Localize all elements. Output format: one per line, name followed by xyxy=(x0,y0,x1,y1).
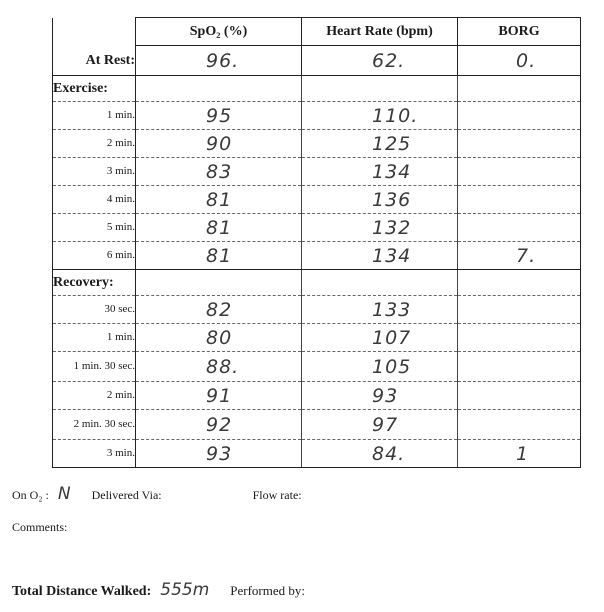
recovery-section-borg xyxy=(457,269,581,296)
exercise-row: 4 min. 81 136 xyxy=(52,185,581,214)
exercise-spo2-value: 83 xyxy=(135,157,302,186)
delivered-via-label: Delivered Via: xyxy=(91,488,162,502)
recovery-spo2-value: 88. xyxy=(135,351,302,382)
exercise-spo2-value: 90 xyxy=(135,129,302,158)
exercise-section-row: Exercise: xyxy=(52,75,581,102)
exercise-borg-value xyxy=(457,101,581,130)
recovery-borg-value xyxy=(457,295,581,324)
at-rest-heart-rate: 62. xyxy=(301,45,458,76)
exercise-row: 1 min. 95 110. xyxy=(52,101,581,130)
exercise-section-label: Exercise: xyxy=(52,75,136,102)
recovery-section-heart-rate xyxy=(301,269,458,296)
exercise-heart-rate-value: 125 xyxy=(301,129,458,158)
at-rest-label: At Rest: xyxy=(52,45,136,76)
recovery-time-label: 1 min. xyxy=(52,323,136,352)
recovery-borg-value xyxy=(457,323,581,352)
recovery-borg-value: 1 xyxy=(457,439,581,468)
total-distance-value: 555m xyxy=(160,580,210,600)
exercise-row: 3 min. 83 134 xyxy=(52,157,581,186)
at-rest-row: At Rest: 96. 62. 0. xyxy=(52,45,581,76)
exercise-borg-value: 7. xyxy=(457,241,581,270)
recovery-time-label: 30 sec. xyxy=(52,295,136,324)
exercise-spo2-value: 95 xyxy=(135,101,302,130)
recovery-section-row: Recovery: xyxy=(52,269,581,296)
recovery-section-label: Recovery: xyxy=(52,269,136,296)
exercise-heart-rate-value: 110. xyxy=(301,101,458,130)
recovery-row: 1 min. 30 sec. 88. 105 xyxy=(52,351,581,382)
exercise-row: 6 min. 81 134 7. xyxy=(52,241,581,270)
exercise-borg-value xyxy=(457,213,581,242)
total-distance-label: Total Distance Walked: xyxy=(12,584,152,599)
on-o2-label: On O₂ : xyxy=(12,488,49,502)
on-o2-value: N xyxy=(57,484,71,504)
comments-label: Comments: xyxy=(12,520,68,534)
exercise-row: 5 min. 81 132 xyxy=(52,213,581,242)
recovery-spo2-value: 93 xyxy=(135,439,302,468)
recovery-spo2-value: 80 xyxy=(135,323,302,352)
recovery-spo2-value: 91 xyxy=(135,381,302,410)
recovery-spo2-value: 92 xyxy=(135,409,302,440)
exercise-time-label: 6 min. xyxy=(52,241,136,270)
recovery-time-label: 2 min. 30 sec. xyxy=(52,409,136,440)
recovery-section-spo2 xyxy=(135,269,302,296)
recovery-heart-rate-value: 84. xyxy=(301,439,458,468)
header-row: SpO₂ (%) Heart Rate (bpm) BORG xyxy=(52,17,581,46)
recovery-row: 30 sec. 82 133 xyxy=(52,295,581,324)
flow-rate-label: Flow rate: xyxy=(252,488,302,502)
exercise-heart-rate-value: 134 xyxy=(301,241,458,270)
exercise-time-label: 4 min. xyxy=(52,185,136,214)
recovery-time-label: 3 min. xyxy=(52,439,136,468)
exercise-section-spo2 xyxy=(135,75,302,102)
exercise-borg-value xyxy=(457,157,581,186)
recovery-heart-rate-value: 93 xyxy=(301,381,458,410)
oxygen-line: On O₂ : N Delivered Via: Flow rate: xyxy=(12,484,302,504)
recovery-row: 3 min. 93 84. 1 xyxy=(52,439,581,468)
recovery-spo2-value: 82 xyxy=(135,295,302,324)
recovery-row: 2 min. 30 sec. 92 97 xyxy=(52,409,581,440)
exercise-spo2-value: 81 xyxy=(135,213,302,242)
exercise-time-label: 3 min. xyxy=(52,157,136,186)
recovery-heart-rate-value: 107 xyxy=(301,323,458,352)
exercise-time-label: 1 min. xyxy=(52,101,136,130)
performed-by-label: Performed by: xyxy=(230,583,305,598)
spo2-header: SpO₂ (%) xyxy=(135,17,302,46)
exercise-spo2-value: 81 xyxy=(135,241,302,270)
borg-header: BORG xyxy=(457,17,581,46)
distance-line: Total Distance Walked: 555m Performed by… xyxy=(12,580,305,600)
at-rest-borg: 0. xyxy=(457,45,581,76)
recovery-time-label: 2 min. xyxy=(52,381,136,410)
recovery-borg-value xyxy=(457,351,581,382)
exercise-borg-value xyxy=(457,129,581,158)
exercise-section-heart-rate xyxy=(301,75,458,102)
recovery-time-label: 1 min. 30 sec. xyxy=(52,351,136,382)
recovery-heart-rate-value: 133 xyxy=(301,295,458,324)
exercise-row: 2 min. 90 125 xyxy=(52,129,581,158)
exercise-borg-value xyxy=(457,185,581,214)
recovery-row: 1 min. 80 107 xyxy=(52,323,581,352)
recovery-heart-rate-value: 105 xyxy=(301,351,458,382)
exercise-heart-rate-value: 134 xyxy=(301,157,458,186)
at-rest-spo2: 96. xyxy=(135,45,302,76)
exercise-heart-rate-value: 132 xyxy=(301,213,458,242)
exercise-time-label: 2 min. xyxy=(52,129,136,158)
walk-test-table: SpO₂ (%) Heart Rate (bpm) BORG At Rest: 9… xyxy=(52,17,581,468)
recovery-row: 2 min. 91 93 xyxy=(52,381,581,410)
comments-line: Comments: xyxy=(12,520,67,535)
exercise-section-borg xyxy=(457,75,581,102)
exercise-heart-rate-value: 136 xyxy=(301,185,458,214)
exercise-time-label: 5 min. xyxy=(52,213,136,242)
recovery-borg-value xyxy=(457,381,581,410)
recovery-heart-rate-value: 97 xyxy=(301,409,458,440)
exercise-spo2-value: 81 xyxy=(135,185,302,214)
heart-rate-header: Heart Rate (bpm) xyxy=(301,17,458,46)
recovery-borg-value xyxy=(457,409,581,440)
